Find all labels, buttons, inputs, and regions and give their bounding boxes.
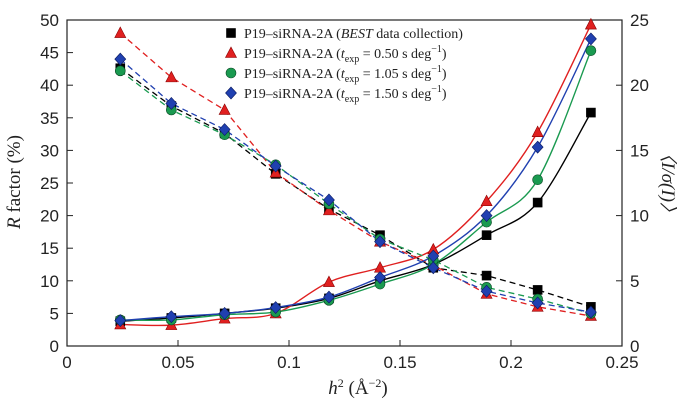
legend-label-0-50: P19–siRNA-2A (texp = 0.50 s deg−1) (244, 44, 447, 65)
i-sigma-point (114, 52, 127, 66)
r-factor-point (114, 314, 127, 328)
i-sigma-line (119, 32, 592, 317)
r-factor-point (586, 107, 596, 118)
r-factor-point (531, 125, 544, 137)
y-right-tick-label: 20 (630, 76, 649, 95)
r-factor-point (323, 290, 335, 304)
r-factor-point (531, 140, 544, 154)
r-factor-line (120, 112, 592, 322)
legend-marker-shape (225, 67, 237, 79)
i-sigma-point (269, 159, 282, 173)
r-factor-point (585, 45, 597, 56)
y-right-tick-label: 25 (630, 11, 649, 30)
i-sigma-point (427, 261, 440, 275)
i-sigma-point (165, 97, 178, 110)
r-factor-line (120, 38, 592, 322)
y-left-axis-ticks: 0 5 10 15 20 25 30 35 40 45 50 (40, 11, 73, 356)
i-sigma-point (585, 305, 597, 319)
i-sigma-point (114, 65, 126, 77)
legend-label-1-05: P19–siRNA-2A (texp = 1.05 s deg−1) (244, 64, 447, 85)
legend-entry-0-50: P19–siRNA-2A (texp = 0.50 s deg−1) (225, 44, 447, 65)
legend-marker-shape (225, 86, 237, 100)
x-axis-ticks: 0 0.05 0.1 0.15 0.2 0.25 (62, 340, 639, 372)
legend-marker-shape (225, 46, 237, 58)
i-sigma-point (480, 284, 493, 298)
y-left-tick-label: 50 (40, 11, 59, 30)
r-factor-line (120, 24, 592, 327)
legend-entry-best: P19–siRNA-2A (BEST data collection) (226, 27, 463, 42)
x-tick-label: 0.15 (383, 353, 416, 372)
y-right-axis-title: 〈I/σ(I)〉 (657, 143, 677, 221)
y-left-tick-label: 45 (40, 44, 59, 63)
x-tick-label: 0 (62, 353, 71, 372)
i-sigma-point (323, 193, 335, 207)
y-left-axis-title: R factor (%) (4, 135, 25, 230)
i-sigma-line (119, 58, 592, 313)
legend: P19–siRNA-2A (BEST data collection) P19–… (225, 27, 463, 105)
r-factor-line (120, 50, 592, 322)
r-factor-point (480, 209, 493, 223)
legend-marker-1-05 (225, 67, 237, 79)
i-sigma-point (481, 270, 492, 281)
r-factor-point (481, 230, 492, 240)
i-sigma-point (114, 26, 127, 38)
r-factor-point (532, 197, 543, 208)
i-sigma-point (218, 123, 231, 136)
legend-marker-shape (226, 28, 236, 38)
r-factor-point (269, 301, 282, 314)
i-sigma-point (165, 70, 178, 83)
y-right-tick-label: 5 (630, 272, 639, 291)
y-left-tick-label: 30 (40, 141, 59, 160)
series-lines (119, 24, 592, 327)
y-left-tick-label: 25 (40, 174, 59, 193)
y-left-tick-label: 40 (40, 76, 59, 95)
y-left-tick-label: 20 (40, 207, 59, 226)
y-left-tick-label: 5 (50, 304, 59, 323)
y-right-tick-label: 10 (630, 207, 649, 226)
x-tick-label: 0.05 (161, 353, 194, 372)
i-sigma-line (119, 70, 592, 315)
r-factor-point (218, 306, 231, 320)
y-left-tick-label: 10 (40, 272, 59, 291)
r-factor-point (480, 194, 493, 207)
y-right-tick-label: 0 (630, 337, 639, 356)
r-factor-point (165, 310, 178, 324)
legend-marker-best (226, 28, 236, 38)
legend-entry-1-05: P19–siRNA-2A (texp = 1.05 s deg−1) (225, 64, 447, 85)
y-right-axis-ticks: 0 5 10 15 20 25 (616, 11, 649, 356)
x-tick-label: 0.1 (277, 353, 301, 372)
i-sigma-point (532, 285, 543, 295)
i-sigma-line (119, 67, 592, 308)
x-axis-title: h2 (Å−2) (328, 376, 387, 399)
legend-label-1-50: P19–siRNA-2A (texp = 1.50 s deg−1) (244, 84, 447, 105)
r-factor-point (584, 17, 597, 30)
x-tick-label: 0.2 (499, 353, 523, 372)
legend-label-best: P19–siRNA-2A (BEST data collection) (244, 27, 463, 42)
r-factor-point (374, 271, 386, 284)
x-tick-label: 0.25 (605, 353, 638, 372)
y-right-tick-label: 15 (630, 141, 649, 160)
i-sigma-point (374, 235, 386, 249)
r-factor-point (322, 275, 335, 287)
i-sigma-point (531, 296, 544, 310)
legend-entry-1-50: P19–siRNA-2A (texp = 1.50 s deg−1) (225, 84, 447, 105)
legend-marker-1-50 (225, 86, 237, 100)
r-factor-point (532, 174, 543, 186)
legend-marker-0-50 (225, 46, 237, 58)
i-sigma-point (218, 103, 231, 115)
r-factor-point (585, 32, 597, 46)
i-sigma-point (322, 203, 335, 216)
y-left-tick-label: 15 (40, 239, 59, 258)
series-markers (114, 17, 597, 330)
y-left-tick-label: 0 (50, 337, 59, 356)
y-left-tick-label: 35 (40, 109, 59, 128)
